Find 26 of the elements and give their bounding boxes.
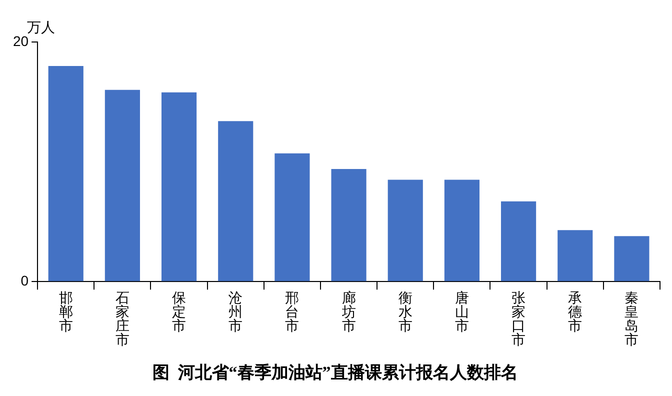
x-tick-label: 保定市 [172,289,186,334]
text: 图 河北省“春季加油站”直播课累计报名人数排名 [152,363,518,382]
x-tick-label: 石家庄市 [115,289,130,348]
bar [388,180,423,282]
x-tick-label: 廊坊市 [340,289,356,334]
bar [161,92,197,282]
bar [274,153,310,282]
x-tick-label: 衡水市 [398,289,412,334]
bar [558,230,593,282]
bar [218,121,254,282]
x-tick-label: 张家口市 [512,289,526,348]
bar [614,236,650,282]
bar [501,201,536,282]
bar [48,66,84,282]
x-tick-label: 承德市 [568,289,582,334]
bar [331,168,366,282]
x-tick-label: 邯郸市 [58,289,73,334]
y-tick-label: 0 [20,272,29,288]
x-tick-label: 邢台市 [285,289,300,334]
x-tick-label: 唐山市 [454,289,469,334]
x-tick-label: 沧州市 [228,289,243,334]
x-tick-label: 秦皇岛市 [624,289,639,348]
bar [104,90,140,282]
bar [444,180,480,282]
y-tick-label: 20 [12,32,29,49]
y-axis-title: 万人 [27,18,55,35]
